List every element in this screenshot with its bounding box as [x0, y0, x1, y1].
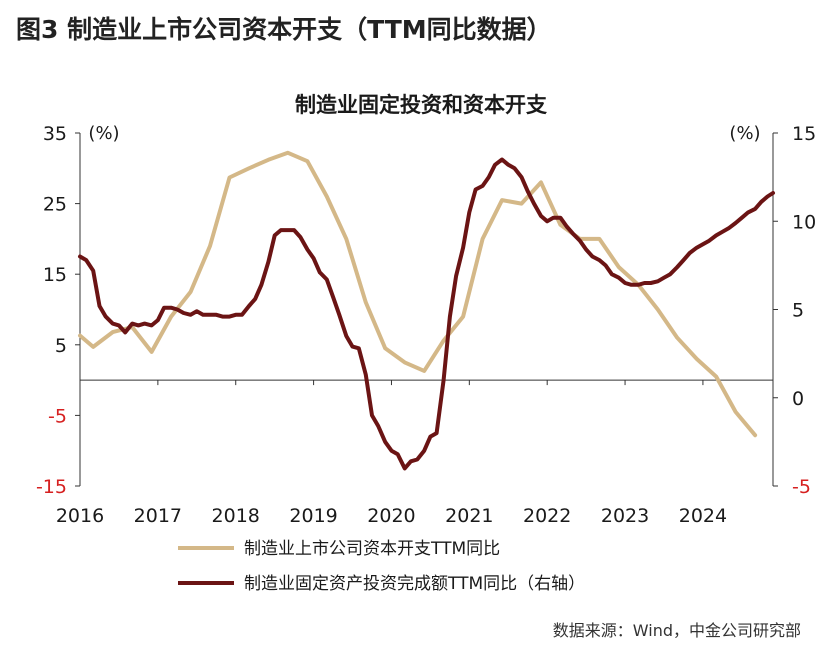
legend: 制造业上市公司资本开支TTM同比 制造业固定资产投资完成额TTM同比（右轴）: [178, 539, 585, 594]
x-tick-label: 2020: [367, 505, 415, 527]
left-tick-label: -5: [48, 405, 67, 427]
x-tick-label: 2022: [523, 505, 571, 527]
left-axis-unit: (%): [88, 123, 119, 144]
x-tick-label: 2024: [679, 505, 727, 527]
left-tick-label: 15: [43, 264, 67, 286]
chart-title: 制造业固定投资和资本开支: [295, 93, 548, 117]
left-tick-label: 35: [43, 123, 67, 145]
axes: 35 25 15 5 -5 -15 15 10 5 0 -5 2016 2017 2018 2019 2020…: [36, 123, 816, 527]
left-tick-label: -15: [36, 476, 67, 498]
x-tick-label: 2019: [289, 505, 337, 527]
source-note: 数据来源：Wind，中金公司研究部: [552, 621, 801, 640]
series-line-2: [78, 157, 775, 471]
figure-title: 图3 制造业上市公司资本开支（TTM同比数据）: [16, 15, 552, 44]
legend-label-series-2: 制造业固定资产投资完成额TTM同比（右轴）: [244, 574, 585, 594]
x-tick-label: 2023: [601, 505, 649, 527]
legend-label-series-1: 制造业上市公司资本开支TTM同比: [244, 539, 500, 559]
right-axis-unit: (%): [729, 123, 760, 144]
right-tick-label: 10: [792, 211, 816, 233]
series-line-1: [78, 150, 758, 438]
right-tick-label: 0: [792, 388, 804, 410]
x-tick-label: 2021: [445, 505, 493, 527]
right-tick-label: 15: [792, 123, 816, 145]
left-tick-label: 5: [55, 335, 67, 357]
x-tick-label: 2016: [56, 505, 104, 527]
x-tick-label: 2018: [212, 505, 260, 527]
right-tick-label: -5: [792, 476, 811, 498]
series-layer: [78, 150, 775, 471]
x-tick-label: 2017: [134, 505, 182, 527]
right-tick-label: 5: [792, 300, 804, 322]
left-tick-label: 25: [43, 194, 67, 216]
